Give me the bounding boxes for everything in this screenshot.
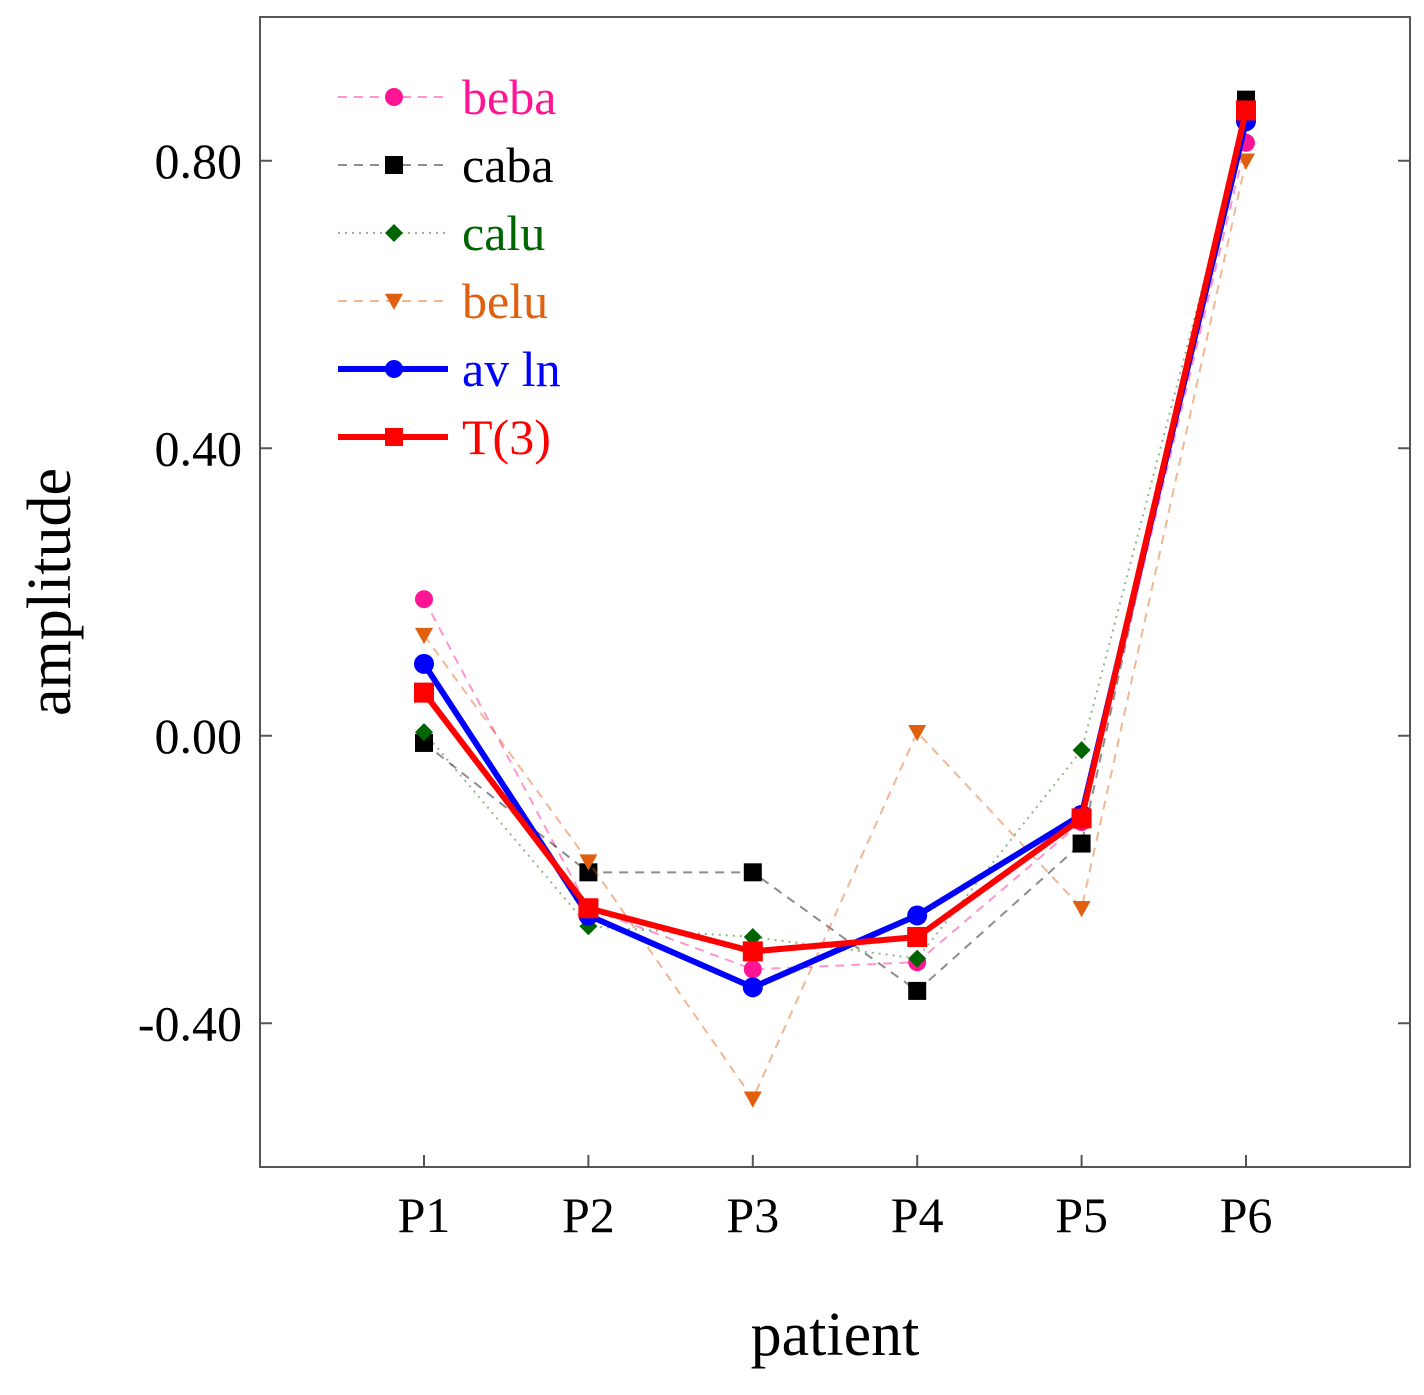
x-axis-title: patient xyxy=(751,1301,920,1369)
data-point-t-3-p6 xyxy=(1236,100,1256,121)
data-point-av-ln-p1 xyxy=(414,653,434,674)
data-point-caba-p4 xyxy=(908,981,927,1000)
legend-marker-av-ln xyxy=(385,360,403,378)
legend-marker-beba xyxy=(385,88,403,106)
series-line-calu xyxy=(423,120,1247,960)
y-tick-label: 0.80 xyxy=(155,133,243,189)
series-line-beba xyxy=(423,142,1247,971)
x-axis: P1 P2 P3 P4 P5 P6 xyxy=(398,1155,1273,1243)
legend-marker-calu xyxy=(385,224,403,242)
data-point-belu-p2 xyxy=(579,854,598,871)
legend-item-t-3: T(3) xyxy=(338,409,551,465)
legend-marker-belu xyxy=(385,293,403,310)
plot-frame xyxy=(259,16,1411,1168)
data-point-caba-p3 xyxy=(743,863,762,882)
data-point-beba-p1 xyxy=(415,590,433,609)
y-axis-title: amplitude xyxy=(16,468,84,716)
y-tick-label: 0.00 xyxy=(155,708,243,764)
y-tick-label: -0.40 xyxy=(138,995,242,1051)
data-point-calu-p1 xyxy=(415,723,433,742)
data-point-av-ln-p4 xyxy=(907,905,928,926)
data-point-calu-p5 xyxy=(1072,741,1091,760)
legend-item-calu: calu xyxy=(338,205,545,261)
data-point-belu-p1 xyxy=(415,627,433,645)
data-point-av-ln-p3 xyxy=(742,977,763,998)
data-point-caba-p5 xyxy=(1072,834,1091,853)
data-point-belu-p6 xyxy=(1237,153,1255,170)
legend-label-belu: belu xyxy=(462,273,548,329)
series-line-belu xyxy=(423,160,1247,1100)
data-point-calu-p4 xyxy=(908,949,927,968)
series-belu xyxy=(415,153,1255,1108)
series-line-t-3 xyxy=(421,109,1249,955)
x-tick-label: P1 xyxy=(398,1187,451,1243)
legend-item-beba: beba xyxy=(338,69,556,125)
data-point-belu-p5 xyxy=(1072,901,1091,918)
data-point-t-3-p5 xyxy=(1071,808,1092,829)
legend-label-t-3: T(3) xyxy=(462,409,551,465)
data-point-belu-p3 xyxy=(743,1091,762,1108)
y-tick-label: 0.40 xyxy=(155,420,243,476)
legend-marker-caba xyxy=(385,156,403,174)
data-point-t-3-p2 xyxy=(578,898,599,919)
series-t-3 xyxy=(414,100,1256,962)
y-axis: -0.40 0.00 0.40 0.80 xyxy=(138,133,1410,1051)
x-tick-label: P5 xyxy=(1055,1187,1108,1243)
legend-label-beba: beba xyxy=(462,69,556,125)
x-tick-label: P6 xyxy=(1220,1187,1273,1243)
legend-item-belu: belu xyxy=(338,273,548,329)
data-point-t-3-p1 xyxy=(414,682,434,703)
legend: beba caba calu belu av ln T(3) xyxy=(338,69,561,465)
legend-item-caba: caba xyxy=(338,137,554,193)
legend-label-calu: calu xyxy=(462,205,545,261)
data-point-beba-p3 xyxy=(743,960,762,979)
data-point-caba-p2 xyxy=(579,863,598,882)
legend-label-caba: caba xyxy=(462,137,554,193)
x-tick-label: P3 xyxy=(726,1187,779,1243)
legend-marker-t-3 xyxy=(385,428,403,446)
data-point-t-3-p3 xyxy=(742,941,763,962)
data-point-belu-p4 xyxy=(908,724,927,742)
legend-label-av-ln: av ln xyxy=(462,341,561,397)
x-tick-label: P4 xyxy=(891,1187,944,1243)
data-point-t-3-p4 xyxy=(907,927,928,947)
x-tick-label: P2 xyxy=(562,1187,615,1243)
data-point-caba-p1 xyxy=(415,733,433,752)
legend-item-av-ln: av ln xyxy=(338,341,561,397)
series-caba xyxy=(415,90,1255,1000)
series-layer xyxy=(414,90,1256,1108)
